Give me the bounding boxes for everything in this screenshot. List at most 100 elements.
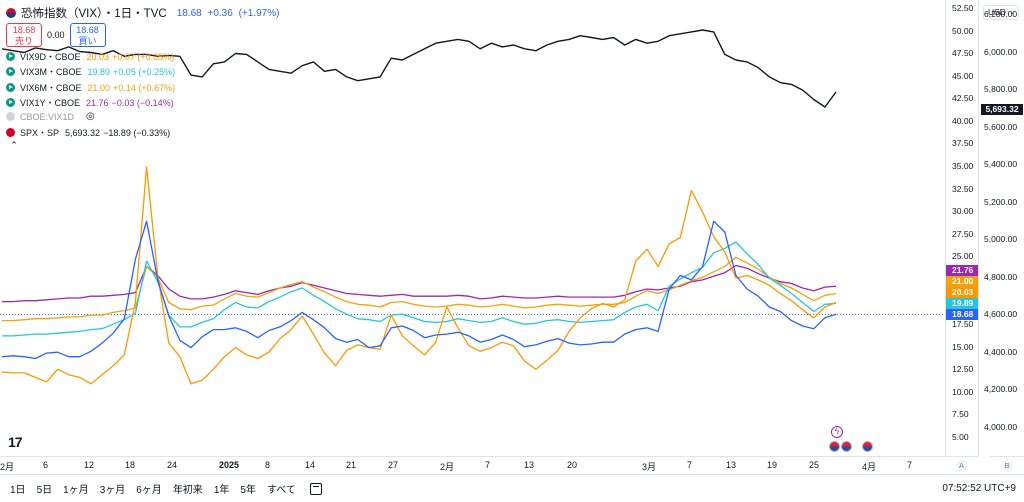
y-tick-label: 7.50	[952, 409, 969, 420]
y-tick-label: 52.50	[952, 3, 974, 14]
sp-logo-icon	[6, 128, 15, 137]
clock[interactable]: 07:52:52 UTC+9	[942, 483, 1016, 494]
symbol-quote: 18.68 +0.36 (+1.97%)	[177, 8, 283, 19]
series-line-spx[interactable]	[1, 29, 837, 108]
y-tick-label: 27.50	[952, 228, 974, 239]
tradingview-logo[interactable]: 17	[8, 434, 23, 450]
collapse-legend-chevron-up-icon[interactable]: ⌃	[10, 140, 18, 150]
series-change: −0.03 (−0.14%)	[111, 97, 174, 108]
timeframe-button[interactable]: 1日	[10, 485, 26, 496]
us-flag-icon	[6, 8, 16, 18]
x-tick-label: 24	[167, 460, 178, 470]
legend-vix3m[interactable]: VIX3M・CBOE 19.89 +0.05 (+0.25%)	[6, 65, 175, 78]
sell-button[interactable]: 18.68 売り	[6, 23, 42, 47]
x-tick-label: 19	[767, 460, 778, 470]
lightning-event-icon[interactable]: ϟ	[831, 426, 843, 438]
x-tick-label: 7	[687, 460, 693, 470]
x-tick-label: 2月	[0, 462, 15, 472]
legend-vix1d-hidden[interactable]: CBOE:VIX1D ◎	[6, 111, 95, 122]
y-tick-label: 50.00	[952, 25, 974, 36]
timeframe-button[interactable]: 3ヶ月	[99, 485, 126, 496]
legend-vix6m[interactable]: VIX6M・CBOE 21.00 +0.14 (+0.67%)	[6, 81, 175, 94]
y-tick-label: 5,600.00	[984, 121, 1018, 132]
x-tick-label: 18	[125, 460, 136, 470]
chart-pane[interactable]: 恐怖指数（VIX）・1日・TVC 18.68 +0.36 (+1.97%) 18…	[0, 0, 945, 456]
bottom-toolbar: 1日 5日 1ヶ月 3ヶ月 6ヶ月 年初来 1年 5年 すべて 07:52:52 UTC+9	[0, 474, 1024, 502]
calendar-icon[interactable]	[309, 482, 322, 495]
y-tick-label: 35.00	[952, 161, 974, 172]
series-value: 21.00	[87, 82, 111, 93]
timeframe-button[interactable]: 5日	[36, 485, 53, 496]
play-icon	[6, 98, 15, 107]
x-tick-label: 2月	[440, 462, 455, 472]
spread-value: 0.00	[47, 30, 65, 40]
timeframe-button[interactable]: 年初来	[172, 485, 203, 496]
y-tick-label: 5.00	[952, 431, 969, 442]
legend-vix9d[interactable]: VIX9D・CBOE 20.03 +0.07 (+0.35%)	[6, 50, 174, 63]
series-line-vix3m[interactable]	[2, 241, 837, 337]
auto-scale-icon[interactable]: A	[955, 460, 968, 472]
x-tick-label: 2025	[219, 460, 240, 470]
eye-off-icon[interactable]: ◎	[86, 111, 95, 122]
series-change: −18.89 (−0.33%)	[103, 127, 171, 138]
legend-spx[interactable]: SPX・SP 5,693.32 −18.89 (−0.33%)	[6, 126, 170, 139]
y-tick-label: 4,800.00	[984, 271, 1018, 282]
timeframe-button[interactable]: 6ヶ月	[136, 485, 162, 496]
series-value: 19.89	[87, 66, 111, 77]
corner-a[interactable]: A	[945, 456, 978, 474]
series-line-vix[interactable]	[1, 220, 837, 360]
vix-price-scale[interactable]: 52.50 50.00 47.50 45.00 42.50 40.00 37.50 35.00…	[945, 0, 979, 456]
currency-selector[interactable]: USD ⌄	[983, 5, 1019, 20]
play-icon	[6, 52, 15, 61]
spx-price-scale[interactable]: USD ⌄ 6,200.00 6,000.00 5,800.00 5,600.00 5,4…	[978, 0, 1024, 456]
series-value: 5,693.32	[65, 127, 101, 138]
y-tick-label: 12.50	[952, 364, 974, 375]
y-tick-label: 25.00	[952, 251, 974, 262]
y-tick-label: 5,400.00	[984, 159, 1018, 170]
legend-vix1y[interactable]: VIX1Y・CBOE 21.76 −0.03 (−0.14%)	[6, 96, 174, 109]
us-event-flag-icon[interactable]	[829, 441, 840, 452]
us-event-flag-icon[interactable]	[841, 441, 852, 452]
buy-price: 18.68	[76, 25, 99, 35]
timeframe-button[interactable]: すべて	[266, 485, 296, 496]
y-tick-label: 47.50	[952, 48, 974, 59]
x-tick-label: 8	[265, 460, 271, 470]
price-chart[interactable]	[0, 0, 945, 456]
series-change: +0.14 (+0.67%)	[113, 82, 176, 93]
price-label: 21.00	[946, 276, 979, 287]
x-tick-label: 4月	[862, 462, 877, 472]
y-tick-label: 32.50	[952, 183, 974, 194]
series-line-vix1y[interactable]	[2, 264, 837, 303]
y-tick-label: 5,800.00	[984, 84, 1018, 95]
price-change: +0.36	[207, 7, 233, 19]
x-tick-label: 13	[524, 460, 535, 470]
us-event-flag-icon[interactable]	[862, 441, 873, 452]
series-name: CBOE:VIX1D	[20, 111, 75, 122]
price-change-percent: (+1.97%)	[238, 7, 280, 19]
play-icon	[6, 67, 15, 76]
y-tick-label: 30.00	[952, 206, 974, 217]
series-name: VIX3M・CBOE	[20, 67, 82, 77]
y-tick-label: 10.00	[952, 386, 974, 397]
time-axis[interactable]: 2月 6 12 18 24 2025 8 14 21 27 2月 7 13 20 3月 7 13 19 25 4月 7	[0, 456, 945, 474]
sell-label: 売り	[14, 36, 33, 46]
y-tick-label: 15.00	[952, 341, 974, 352]
y-tick-label: 5,200.00	[984, 196, 1018, 207]
corner-b[interactable]: B	[990, 456, 1024, 474]
y-tick-label: 37.50	[952, 138, 974, 149]
price-label: 20.03	[946, 287, 979, 298]
timeframe-button[interactable]: 5年	[240, 485, 256, 496]
timeframe-button[interactable]: 1年	[213, 485, 230, 496]
timeframe-button[interactable]: 1ヶ月	[63, 485, 89, 496]
series-name: VIX1Y・CBOE	[20, 98, 81, 108]
y-tick-label: 45.00	[952, 70, 974, 81]
log-scale-icon[interactable]: B	[1001, 460, 1013, 472]
symbol-title[interactable]: 恐怖指数（VIX）・1日・TVC	[21, 8, 167, 20]
x-tick-label: 3月	[642, 462, 657, 472]
y-tick-label: 6,000.00	[984, 46, 1018, 57]
x-tick-label: 25	[809, 460, 820, 470]
y-tick-label: 4,200.00	[984, 384, 1018, 395]
series-line-vix6m[interactable]	[2, 256, 837, 322]
series-line-vix9d[interactable]	[1, 166, 837, 385]
buy-button[interactable]: 18.68 買い	[69, 23, 106, 47]
